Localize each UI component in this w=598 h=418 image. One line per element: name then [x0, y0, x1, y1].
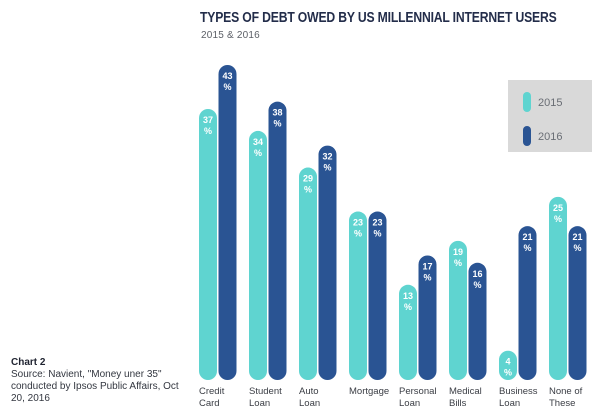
bar-2016-personal-loan — [418, 255, 437, 380]
category-label: Mortgage — [349, 386, 389, 397]
value-unit-label: % — [323, 163, 331, 173]
bar-2015-credit-card — [199, 108, 217, 380]
value-label: 43 — [222, 71, 232, 81]
value-unit-label: % — [473, 280, 481, 290]
value-unit-label: % — [204, 126, 212, 136]
category-label: Loan — [499, 398, 520, 409]
legend-label-2016: 2016 — [538, 131, 562, 143]
bar-2015-student-loan — [249, 130, 267, 380]
category-label: Loan — [249, 398, 270, 409]
bar-2016-mortgage — [368, 211, 387, 380]
bar-2016-business-loan — [518, 226, 537, 380]
value-label: 4 — [505, 357, 510, 367]
chart-number-label: Chart 2 — [11, 357, 46, 368]
category-label: These — [549, 398, 575, 409]
bar-2016-credit-card — [218, 65, 237, 380]
category-label: None of — [549, 386, 583, 397]
value-unit-label: % — [504, 368, 512, 378]
value-label: 38 — [272, 108, 282, 118]
legend: 2015 2016 — [508, 80, 592, 152]
bar-2015-mortgage — [349, 211, 367, 380]
bar-2016-medical-bills — [468, 262, 487, 380]
category-label: Personal — [399, 386, 437, 397]
chart-title: TYPES OF DEBT OWED BY US MILLENNIAL INTE… — [200, 10, 557, 26]
value-label: 21 — [522, 232, 532, 242]
category-label: Bills — [449, 398, 467, 409]
value-label: 13 — [403, 291, 413, 301]
value-unit-label: % — [554, 214, 562, 224]
legend-swatch-2016 — [523, 126, 531, 146]
value-label: 23 — [372, 218, 382, 228]
value-unit-label: % — [404, 302, 412, 312]
legend-label-2015: 2015 — [538, 97, 562, 109]
value-label: 17 — [422, 261, 432, 271]
legend-swatch-2015 — [523, 92, 531, 112]
category-label: Card — [199, 398, 220, 409]
value-unit-label: % — [523, 243, 531, 253]
category-label: Loan — [399, 398, 420, 409]
bar-2015-auto-loan — [299, 167, 317, 380]
value-unit-label: % — [454, 258, 462, 268]
value-label: 29 — [303, 174, 313, 184]
value-label: 37 — [203, 115, 213, 125]
value-unit-label: % — [273, 119, 281, 129]
bar-2015-personal-loan — [399, 284, 417, 380]
value-label: 16 — [472, 269, 482, 279]
value-unit-label: % — [223, 82, 231, 92]
bar-2015-business-loan — [499, 350, 517, 380]
bar-2015-none-of-these — [549, 196, 567, 380]
chart-source: Chart 2 Source: Navient, "Money uner 35"… — [11, 357, 191, 405]
value-unit-label: % — [354, 229, 362, 239]
value-label: 25 — [553, 203, 563, 213]
bars-group: 37%43%CreditCard34%38%StudentLoan29%32%A… — [199, 65, 587, 409]
bar-2016-auto-loan — [318, 145, 337, 380]
bar-2016-student-loan — [268, 101, 287, 381]
chart-subtitle: 2015 & 2016 — [201, 30, 260, 41]
value-unit-label: % — [423, 272, 431, 282]
category-label: Credit — [199, 386, 225, 397]
value-label: 19 — [453, 247, 463, 257]
category-label: Medical — [449, 386, 482, 397]
category-label: Student — [249, 386, 282, 397]
source-text: Source: Navient, "Money uner 35" conduct… — [11, 369, 179, 404]
value-label: 23 — [353, 218, 363, 228]
value-unit-label: % — [304, 185, 312, 195]
value-unit-label: % — [573, 243, 581, 253]
bar-2016-none-of-these — [568, 226, 587, 380]
category-label: Loan — [299, 398, 320, 409]
value-label: 34 — [253, 137, 263, 147]
category-label: Auto — [299, 386, 319, 397]
value-unit-label: % — [373, 229, 381, 239]
category-label: Business — [499, 386, 538, 397]
value-label: 21 — [572, 232, 582, 242]
legend-box — [508, 80, 592, 152]
value-label: 32 — [322, 152, 332, 162]
bar-2015-medical-bills — [449, 240, 467, 380]
value-unit-label: % — [254, 148, 262, 158]
